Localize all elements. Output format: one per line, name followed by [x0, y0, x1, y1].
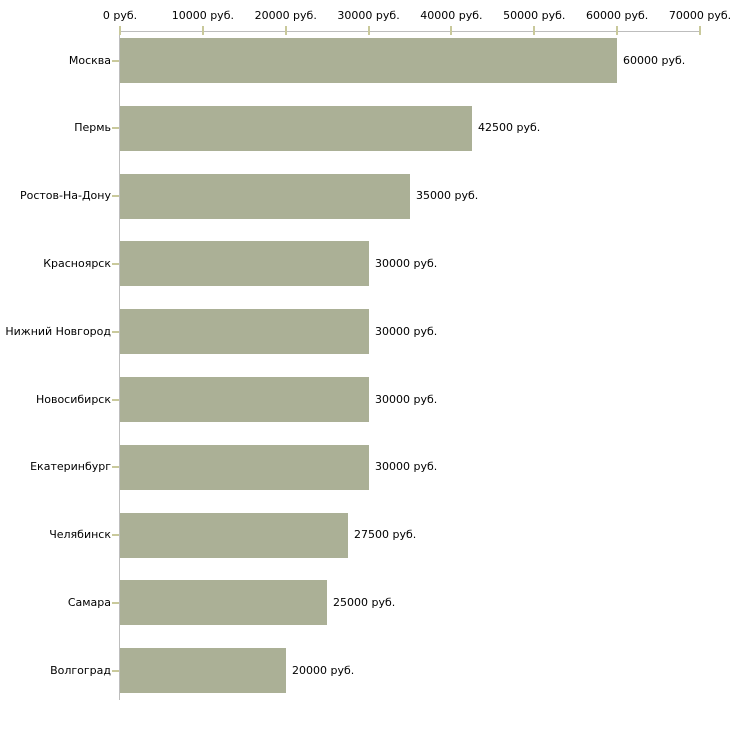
x-axis-tick: [201, 26, 204, 35]
value-label: 30000 руб.: [375, 460, 438, 474]
y-axis-tick: [112, 601, 119, 604]
value-label: 30000 руб.: [375, 392, 438, 406]
value-label: 30000 руб.: [375, 324, 438, 338]
y-axis-tick: [112, 669, 119, 672]
bar: [120, 309, 369, 355]
category-label: Нижний Новгород: [5, 324, 111, 338]
x-axis-tick-label: 40000 руб.: [420, 9, 483, 22]
bar: [120, 173, 410, 219]
x-axis-tick: [450, 26, 453, 35]
y-axis-tick: [112, 534, 119, 537]
y-axis-tick: [112, 330, 119, 333]
value-label: 30000 руб.: [375, 256, 438, 270]
bar: [120, 444, 369, 490]
x-axis-tick: [533, 26, 536, 35]
bar: [120, 512, 348, 558]
x-axis-tick: [119, 26, 121, 35]
bar: [120, 580, 327, 626]
value-label: 27500 руб.: [354, 528, 417, 542]
x-axis-tick: [616, 26, 619, 35]
x-axis-tick-label: 30000 руб.: [337, 9, 400, 22]
category-label: Москва: [68, 53, 111, 67]
value-label: 42500 руб.: [478, 121, 541, 135]
x-axis-tick: [284, 26, 287, 35]
x-axis-tick-label: 70000 руб.: [668, 9, 730, 22]
y-axis-tick: [112, 262, 119, 265]
y-axis-tick: [112, 127, 119, 130]
y-axis-tick: [112, 59, 119, 62]
category-label: Ростов-На-Дону: [19, 189, 111, 203]
x-axis-tick-label: 60000 руб.: [586, 9, 649, 22]
value-label: 60000 руб.: [623, 53, 686, 67]
category-label: Новосибирск: [35, 392, 111, 406]
x-axis-tick-label: 10000 руб.: [171, 9, 234, 22]
category-label: Волгоград: [50, 663, 111, 677]
x-axis-tick: [367, 26, 370, 35]
y-axis-tick: [112, 466, 119, 469]
x-axis-line: [119, 31, 701, 32]
bar: [120, 38, 617, 83]
value-label: 20000 руб.: [292, 663, 355, 677]
value-label: 35000 руб.: [416, 189, 479, 203]
bar: [120, 377, 369, 422]
x-axis-tick-label: 0 руб.: [102, 9, 138, 22]
category-label: Самара: [67, 595, 111, 609]
category-label: Пермь: [74, 121, 111, 135]
x-axis-tick-label: 20000 руб.: [254, 9, 317, 22]
category-label: Екатеринбург: [30, 460, 111, 474]
x-axis-tick: [699, 26, 701, 35]
bar: [120, 105, 472, 151]
category-label: Челябинск: [49, 528, 111, 542]
category-label: Красноярск: [43, 256, 111, 270]
y-axis-tick: [112, 398, 119, 401]
bar: [120, 648, 286, 694]
y-axis-line: [119, 31, 120, 700]
bar: [120, 241, 369, 287]
y-axis-tick: [112, 195, 119, 198]
x-axis-tick-label: 50000 руб.: [503, 9, 566, 22]
value-label: 25000 руб.: [333, 595, 396, 609]
